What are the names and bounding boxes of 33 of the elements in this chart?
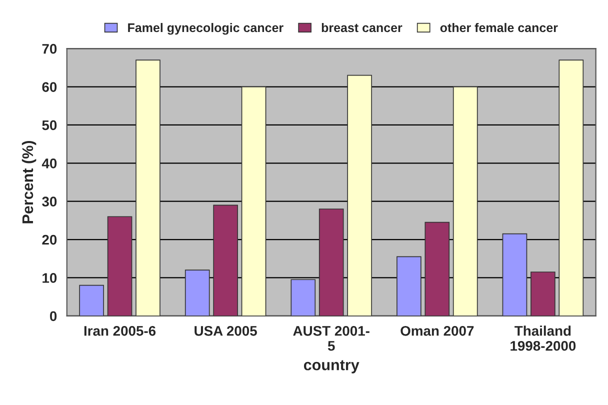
y-tick-label: 50 xyxy=(42,120,57,130)
bar xyxy=(290,279,316,316)
x-tick-label: AUST 2001- 5 xyxy=(293,326,370,351)
bar xyxy=(452,86,478,316)
bar xyxy=(558,60,584,316)
bar xyxy=(184,270,210,316)
x-tick-label: Thailand 1998-2000 xyxy=(510,326,576,351)
bar xyxy=(136,60,160,316)
y-tick-label: 70 xyxy=(42,44,57,54)
legend-label: breast cancer xyxy=(322,22,402,32)
bar xyxy=(424,222,450,316)
bar xyxy=(502,233,528,316)
bar xyxy=(347,74,372,316)
bar xyxy=(241,86,266,316)
y-tick-label: 20 xyxy=(42,234,57,245)
y-tick-label: 40 xyxy=(42,158,57,168)
y-tick-label: 0 xyxy=(50,311,57,322)
x-axis-title: country xyxy=(304,360,360,374)
bar xyxy=(213,204,238,316)
legend-label: Famel gynecologic cancer xyxy=(128,22,284,35)
y-tick-label: 60 xyxy=(42,82,57,92)
y-tick-label: 30 xyxy=(42,196,57,207)
bar xyxy=(79,284,104,316)
bar xyxy=(318,208,344,316)
bar xyxy=(396,256,422,316)
legend-label: other female cancer xyxy=(440,22,558,32)
x-tick-label: Oman 2007 xyxy=(400,326,474,336)
x-tick-label: Iran 2005-6 xyxy=(84,326,156,336)
x-tick-label: USA 2005 xyxy=(194,326,257,336)
bar xyxy=(107,216,132,316)
bar xyxy=(530,272,556,316)
y-tick-label: 10 xyxy=(42,273,57,283)
y-axis-title: Percent (%) xyxy=(22,140,36,224)
